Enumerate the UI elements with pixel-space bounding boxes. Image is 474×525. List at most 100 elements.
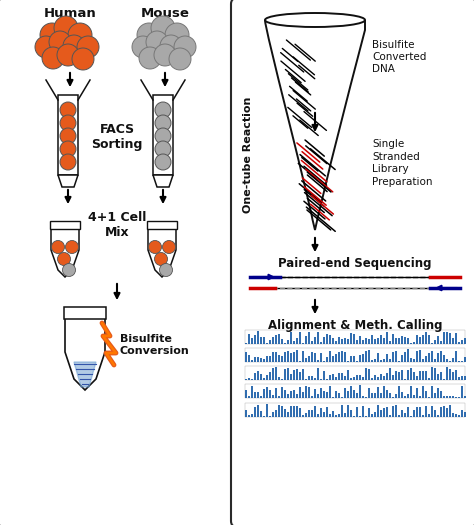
Bar — [383, 359, 385, 362]
Bar — [314, 390, 316, 398]
Bar — [464, 357, 466, 362]
Bar — [293, 341, 295, 344]
Bar — [359, 416, 361, 417]
Bar — [362, 354, 364, 362]
Bar — [365, 416, 367, 417]
Bar — [407, 394, 409, 398]
Bar — [284, 390, 286, 398]
Bar — [434, 360, 436, 362]
Bar — [359, 375, 361, 380]
Bar — [248, 396, 250, 398]
Bar — [314, 378, 316, 380]
Bar — [449, 361, 451, 362]
Bar — [251, 360, 253, 362]
Bar — [422, 359, 424, 362]
Circle shape — [155, 253, 167, 266]
Bar — [434, 393, 436, 398]
Bar — [323, 391, 325, 398]
Bar — [386, 407, 388, 417]
Bar — [392, 352, 394, 362]
Bar — [347, 370, 349, 380]
Circle shape — [60, 115, 76, 131]
Bar — [248, 334, 250, 344]
Bar — [341, 397, 343, 398]
Bar — [437, 388, 439, 398]
Bar — [284, 343, 286, 344]
FancyBboxPatch shape — [0, 0, 236, 525]
Bar — [455, 414, 457, 417]
Bar — [404, 352, 406, 362]
Bar — [326, 392, 328, 398]
Bar — [425, 356, 427, 362]
Text: Bisulfite
Conversion: Bisulfite Conversion — [120, 334, 190, 356]
Bar — [404, 337, 406, 344]
Bar — [344, 375, 346, 380]
Bar — [269, 390, 271, 398]
Polygon shape — [51, 227, 79, 277]
Bar — [338, 414, 340, 417]
Bar — [455, 397, 457, 398]
Bar — [407, 407, 409, 417]
Polygon shape — [153, 175, 173, 187]
Bar — [335, 377, 337, 380]
Circle shape — [54, 16, 78, 40]
Circle shape — [155, 141, 171, 157]
Bar — [296, 394, 298, 398]
Bar — [245, 379, 247, 380]
Bar — [443, 332, 445, 344]
Bar — [290, 406, 292, 417]
Bar — [257, 331, 259, 344]
Bar — [404, 395, 406, 398]
Bar — [308, 355, 310, 362]
Bar — [293, 370, 295, 380]
Bar — [377, 376, 379, 380]
Bar — [302, 369, 304, 380]
Text: Mouse: Mouse — [141, 7, 190, 20]
Bar — [329, 351, 331, 362]
Bar — [458, 342, 460, 344]
Bar — [380, 411, 382, 417]
Bar — [431, 406, 433, 417]
Bar — [251, 379, 253, 380]
Circle shape — [151, 16, 175, 40]
Bar — [263, 416, 265, 417]
Bar — [395, 394, 397, 398]
Bar — [314, 337, 316, 344]
Polygon shape — [245, 366, 465, 380]
Bar — [323, 361, 325, 362]
Circle shape — [160, 35, 182, 57]
Bar — [344, 413, 346, 417]
Bar — [413, 342, 415, 344]
Bar — [266, 375, 268, 380]
Bar — [455, 352, 457, 362]
Bar — [311, 396, 313, 398]
Bar — [431, 343, 433, 344]
Bar — [368, 408, 370, 417]
Bar — [440, 391, 442, 398]
Bar — [302, 343, 304, 344]
Bar — [368, 369, 370, 380]
Bar — [416, 376, 418, 380]
Circle shape — [65, 240, 79, 254]
Bar — [389, 393, 391, 398]
Circle shape — [139, 47, 161, 69]
Bar — [281, 406, 283, 417]
Bar — [314, 406, 316, 417]
Bar — [443, 355, 445, 362]
Bar — [299, 372, 301, 380]
Polygon shape — [245, 330, 465, 344]
Bar — [440, 341, 442, 344]
Bar — [329, 414, 331, 417]
Bar — [305, 413, 307, 417]
Bar — [353, 416, 355, 417]
Circle shape — [42, 47, 64, 69]
Bar — [347, 339, 349, 344]
Bar — [257, 358, 259, 362]
Bar — [458, 397, 460, 398]
Bar — [248, 415, 250, 417]
Bar — [356, 340, 358, 344]
Bar — [317, 414, 319, 417]
Bar — [290, 332, 292, 344]
Bar — [272, 352, 274, 362]
Bar — [248, 377, 250, 380]
